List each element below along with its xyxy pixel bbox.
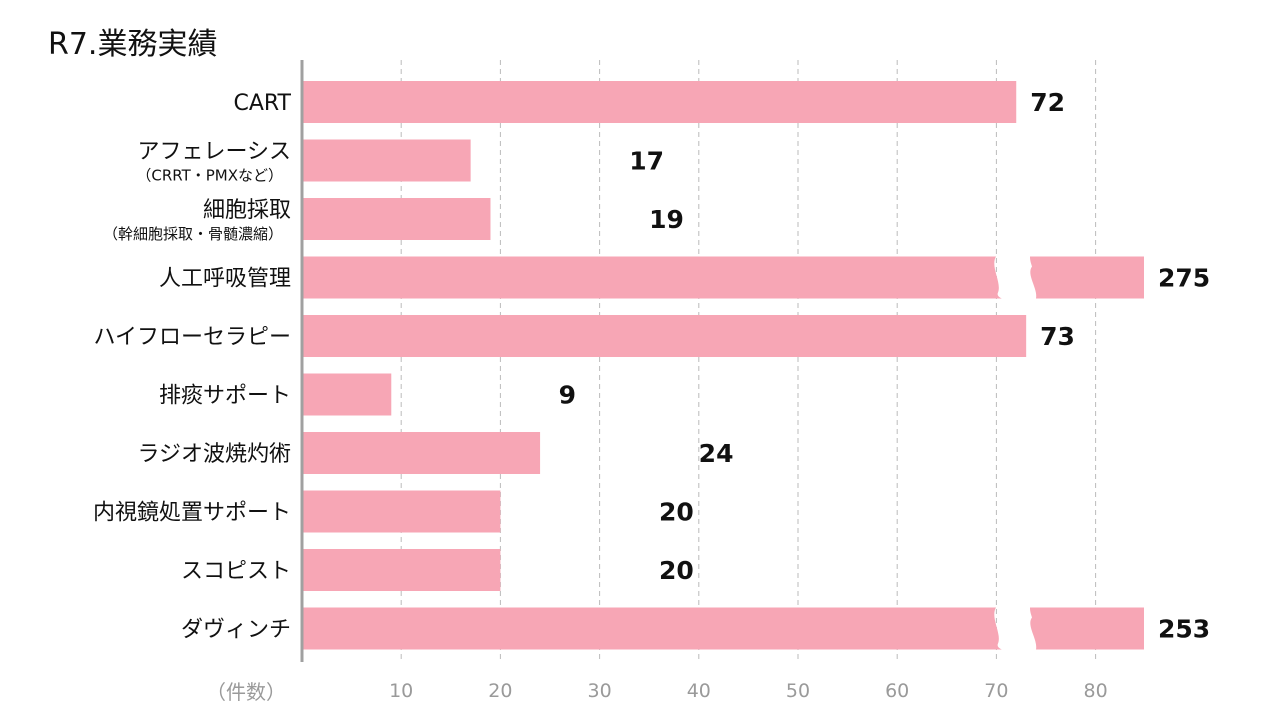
bar-segment-left [303, 256, 1002, 299]
value-label: 253 [1158, 615, 1210, 644]
x-tick-label: 80 [1084, 680, 1108, 702]
category-label: 細胞採取 [203, 198, 291, 223]
bar [303, 139, 471, 182]
category-label: ラジオ波焼灼術 [137, 442, 291, 467]
bar-segment-right [1030, 256, 1144, 299]
category-label: ダヴィンチ [181, 618, 291, 643]
x-tick-label: 40 [687, 680, 711, 702]
category-label: ハイフローセラピー [93, 325, 291, 350]
x-tick-label: 10 [389, 680, 413, 702]
grid-lines [400, 60, 1097, 662]
bar [303, 315, 1027, 357]
bar [303, 373, 392, 416]
value-label: 72 [1030, 88, 1065, 117]
value-label: 20 [659, 556, 694, 585]
category-label: アフェレーシス [137, 140, 291, 165]
x-tick-label: 60 [885, 680, 909, 702]
value-label: 275 [1158, 264, 1210, 293]
x-axis-unit-label: （件数） [206, 680, 286, 704]
x-tick-label: 20 [488, 680, 512, 702]
bar [303, 198, 491, 240]
category-label: スコピスト [181, 559, 291, 584]
category-label: 内視鏡処置サポート [93, 501, 291, 526]
category-sublabel: （幹細胞採取・骨髄濃縮） [103, 225, 283, 243]
value-labels: 72 17 19 275 73 9 24 20 20 253 [559, 88, 1211, 644]
value-label: 24 [699, 439, 734, 468]
value-label: 19 [649, 205, 684, 234]
value-label: 17 [629, 147, 664, 176]
bars [303, 81, 1144, 650]
x-tick-label: 30 [588, 680, 612, 702]
category-labels: CART アフェレーシス （CRRT・PMXなど） 細胞採取 （幹細胞採取・骨髄濃縮） 人… [93, 91, 292, 643]
category-label: CART [233, 91, 291, 116]
bar [303, 490, 501, 533]
value-label: 9 [559, 381, 576, 410]
x-tick-labels: 10 20 30 40 50 60 70 80 [389, 680, 1108, 702]
value-label: 20 [659, 498, 694, 527]
bar [303, 549, 501, 591]
bar [303, 432, 541, 474]
bar-segment-left [303, 607, 1002, 650]
x-tick-label: 50 [786, 680, 810, 702]
bar-segment-right [1030, 607, 1144, 650]
category-label: 排痰サポート [159, 384, 291, 409]
bar [303, 81, 1017, 123]
category-label: 人工呼吸管理 [159, 267, 291, 292]
x-tick-label: 70 [984, 680, 1008, 702]
category-sublabel: （CRRT・PMXなど） [136, 167, 283, 185]
chart-title: R7.業務実績 [48, 27, 218, 62]
value-label: 73 [1040, 322, 1075, 351]
